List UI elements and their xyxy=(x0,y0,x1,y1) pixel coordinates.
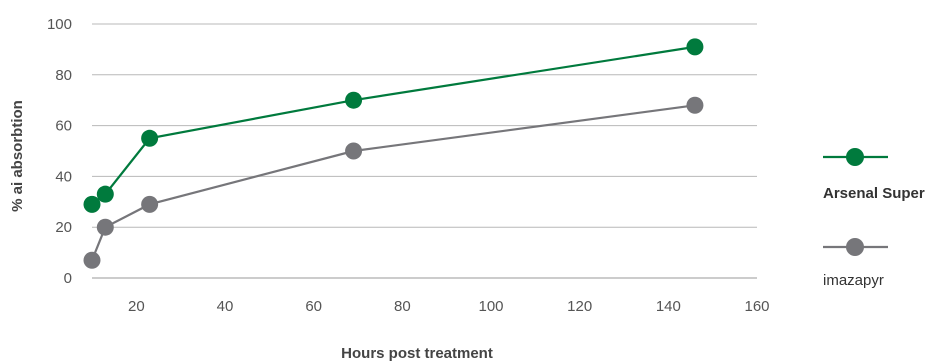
x-axis-title: Hours post treatment xyxy=(341,345,493,362)
series-line-imazapyr xyxy=(90,104,696,261)
x-axis-ticks: 20 40 60 80 100 120 140 160 xyxy=(128,298,770,315)
x-tick-label: 140 xyxy=(656,298,681,315)
x-tick-label: 80 xyxy=(394,298,411,315)
y-tick-label: 40 xyxy=(55,168,72,185)
x-tick-label: 20 xyxy=(128,298,145,315)
x-tick-label: 40 xyxy=(217,298,234,315)
data-point-arsenal-super xyxy=(686,38,704,56)
data-point-imazapyr xyxy=(686,96,704,114)
y-tick-label: 60 xyxy=(55,118,72,135)
data-point-imazapyr xyxy=(345,142,363,160)
gridlines xyxy=(92,23,757,279)
y-tick-label: 80 xyxy=(55,67,72,84)
legend-label-imazapyr: imazapyr xyxy=(823,272,884,289)
y-tick-label: 0 xyxy=(64,270,72,287)
y-tick-label: 100 xyxy=(47,16,72,33)
data-point-arsenal-super xyxy=(96,185,114,203)
x-tick-label: 60 xyxy=(305,298,322,315)
legend-marker-imazapyr xyxy=(846,238,864,256)
x-tick-label: 160 xyxy=(744,298,769,315)
x-tick-label: 100 xyxy=(478,298,503,315)
data-point-imazapyr xyxy=(83,251,101,269)
legend-label-arsenal-super: Arsenal Super xyxy=(823,185,925,202)
y-axis-title: % ai absorbtion xyxy=(9,100,26,212)
data-point-arsenal-super xyxy=(83,195,101,213)
y-axis-ticks: 0 20 40 60 80 100 xyxy=(47,16,72,287)
legend xyxy=(823,148,888,256)
data-point-arsenal-super xyxy=(345,91,363,109)
x-tick-label: 120 xyxy=(567,298,592,315)
data-point-imazapyr xyxy=(141,195,159,213)
legend-marker-arsenal-super xyxy=(846,148,864,166)
data-point-arsenal-super xyxy=(141,129,159,147)
y-tick-label: 20 xyxy=(55,219,72,236)
data-point-imazapyr xyxy=(96,218,114,236)
series-group xyxy=(83,38,704,269)
